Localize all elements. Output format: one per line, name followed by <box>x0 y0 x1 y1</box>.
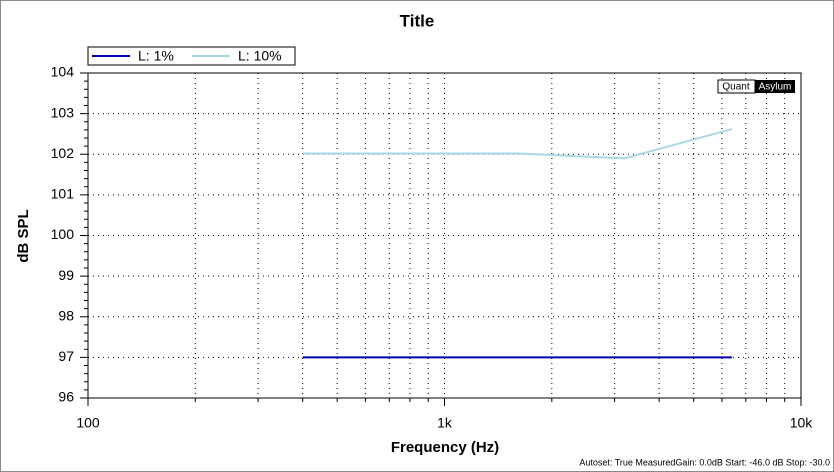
plot-area <box>88 73 801 398</box>
x-tick-label: 10k <box>790 415 814 431</box>
y-tick-label: 96 <box>58 389 74 405</box>
x-tick-label: 100 <box>76 415 100 431</box>
y-tick-label: 97 <box>58 348 74 364</box>
logo-right: Asylum <box>759 82 792 93</box>
y-tick-label: 101 <box>51 186 75 202</box>
x-axis-label: Frequency (Hz) <box>391 439 499 456</box>
y-tick-label: 100 <box>51 226 75 242</box>
y-axis-label: dB SPL <box>15 209 32 262</box>
y-tick-label: 98 <box>58 307 74 323</box>
legend-label: L: 10% <box>238 48 282 64</box>
x-tick-label: 1k <box>437 415 453 431</box>
y-tick-label: 102 <box>51 145 75 161</box>
y-tick-label: 99 <box>58 267 74 283</box>
y-tick-label: 104 <box>51 64 75 80</box>
legend-label: L: 1% <box>138 48 174 64</box>
legend-box <box>87 46 296 66</box>
logo-right-bg <box>755 80 795 93</box>
series-line <box>302 128 733 160</box>
chart-title: Title <box>400 11 435 30</box>
y-tick-label: 103 <box>51 104 75 120</box>
footer: Autoset: True MeasuredGain: 0.0dB Start:… <box>579 457 830 467</box>
logo-left: Quant <box>722 82 749 93</box>
plot-border <box>87 72 802 399</box>
